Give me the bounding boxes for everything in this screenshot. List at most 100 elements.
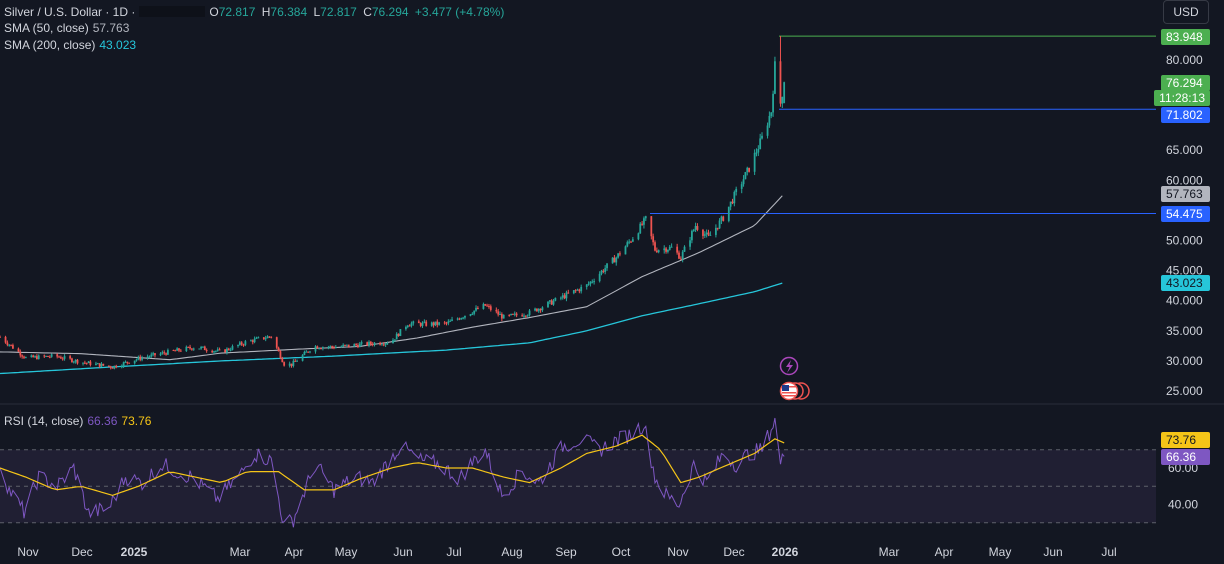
candle[interactable] xyxy=(333,347,335,349)
candle[interactable] xyxy=(69,356,72,359)
candle[interactable] xyxy=(98,363,101,367)
candle[interactable] xyxy=(676,246,679,253)
candle[interactable] xyxy=(303,351,306,355)
candle[interactable] xyxy=(240,342,243,345)
candle[interactable] xyxy=(654,242,656,251)
candle[interactable] xyxy=(262,337,265,340)
candle[interactable] xyxy=(668,246,671,250)
candle[interactable] xyxy=(436,321,439,325)
candle[interactable] xyxy=(229,349,232,351)
candle[interactable] xyxy=(678,252,680,259)
candle[interactable] xyxy=(430,322,433,326)
candle[interactable] xyxy=(126,361,129,363)
candle[interactable] xyxy=(4,336,7,343)
candle[interactable] xyxy=(447,321,450,324)
candle[interactable] xyxy=(641,223,643,225)
candle[interactable] xyxy=(552,300,555,305)
candle[interactable] xyxy=(770,112,773,116)
candle[interactable] xyxy=(342,344,345,347)
candle[interactable] xyxy=(696,226,699,230)
candle[interactable] xyxy=(371,343,374,345)
candle[interactable] xyxy=(766,125,769,136)
candle[interactable] xyxy=(6,342,9,345)
candle[interactable] xyxy=(213,351,215,353)
candle[interactable] xyxy=(200,346,203,349)
candle[interactable] xyxy=(458,318,461,320)
candle[interactable] xyxy=(21,355,24,357)
candle[interactable] xyxy=(537,308,540,312)
candle[interactable] xyxy=(449,320,452,322)
candle[interactable] xyxy=(357,345,359,348)
candle[interactable] xyxy=(12,345,14,349)
candle[interactable] xyxy=(72,361,75,363)
candle[interactable] xyxy=(244,341,247,345)
candle[interactable] xyxy=(783,82,786,104)
candle[interactable] xyxy=(45,355,48,357)
candle[interactable] xyxy=(192,348,195,350)
candle[interactable] xyxy=(85,362,88,364)
candle[interactable] xyxy=(631,239,634,242)
candle[interactable] xyxy=(237,344,239,347)
candle[interactable] xyxy=(499,314,501,316)
candle[interactable] xyxy=(139,356,142,360)
candle[interactable] xyxy=(464,315,466,318)
candle[interactable] xyxy=(347,344,350,347)
candle[interactable] xyxy=(379,342,381,345)
candle[interactable] xyxy=(369,341,372,344)
candle[interactable] xyxy=(560,297,562,299)
candle[interactable] xyxy=(163,352,166,354)
candle[interactable] xyxy=(24,357,27,359)
candle[interactable] xyxy=(288,363,291,366)
candle[interactable] xyxy=(202,346,204,348)
candle[interactable] xyxy=(539,308,542,311)
candle[interactable] xyxy=(214,350,217,352)
candle[interactable] xyxy=(395,333,398,340)
candle[interactable] xyxy=(176,348,179,351)
candle[interactable] xyxy=(748,167,750,172)
candle[interactable] xyxy=(744,172,747,180)
candle[interactable] xyxy=(663,248,666,251)
candle[interactable] xyxy=(358,343,361,348)
candle[interactable] xyxy=(17,348,20,352)
candle[interactable] xyxy=(189,346,191,349)
candle[interactable] xyxy=(382,344,385,346)
candle[interactable] xyxy=(421,322,424,326)
candle[interactable] xyxy=(381,344,383,346)
candle[interactable] xyxy=(159,353,162,356)
candle[interactable] xyxy=(135,359,138,361)
candle[interactable] xyxy=(489,306,492,310)
candle[interactable] xyxy=(585,284,588,287)
candle[interactable] xyxy=(536,308,538,312)
candle[interactable] xyxy=(683,246,686,252)
candle[interactable] xyxy=(137,356,140,360)
candle[interactable] xyxy=(611,257,614,264)
candle[interactable] xyxy=(23,356,25,358)
candle[interactable] xyxy=(705,232,708,235)
candle[interactable] xyxy=(768,115,771,126)
candle[interactable] xyxy=(161,352,164,354)
candle[interactable] xyxy=(757,149,760,153)
candle[interactable] xyxy=(309,351,311,353)
candle[interactable] xyxy=(624,246,627,255)
candle[interactable] xyxy=(445,322,448,324)
candle[interactable] xyxy=(301,354,304,361)
candle[interactable] xyxy=(290,363,293,366)
candle[interactable] xyxy=(497,311,500,315)
symbol-title[interactable]: Silver / U.S. Dollar · 1D · xyxy=(4,5,136,19)
candle[interactable] xyxy=(587,283,590,285)
candle[interactable] xyxy=(10,344,12,346)
candle[interactable] xyxy=(211,350,214,353)
candle[interactable] xyxy=(692,229,695,232)
candle[interactable] xyxy=(150,354,153,357)
candle[interactable] xyxy=(296,360,298,362)
candle[interactable] xyxy=(253,338,256,343)
candle[interactable] xyxy=(279,351,282,359)
candle[interactable] xyxy=(644,216,647,219)
candle[interactable] xyxy=(432,322,435,326)
candle[interactable] xyxy=(141,357,143,360)
candle[interactable] xyxy=(528,310,531,316)
candle[interactable] xyxy=(727,206,730,221)
candle[interactable] xyxy=(438,322,441,325)
candle[interactable] xyxy=(360,342,363,344)
candle[interactable] xyxy=(146,356,149,358)
